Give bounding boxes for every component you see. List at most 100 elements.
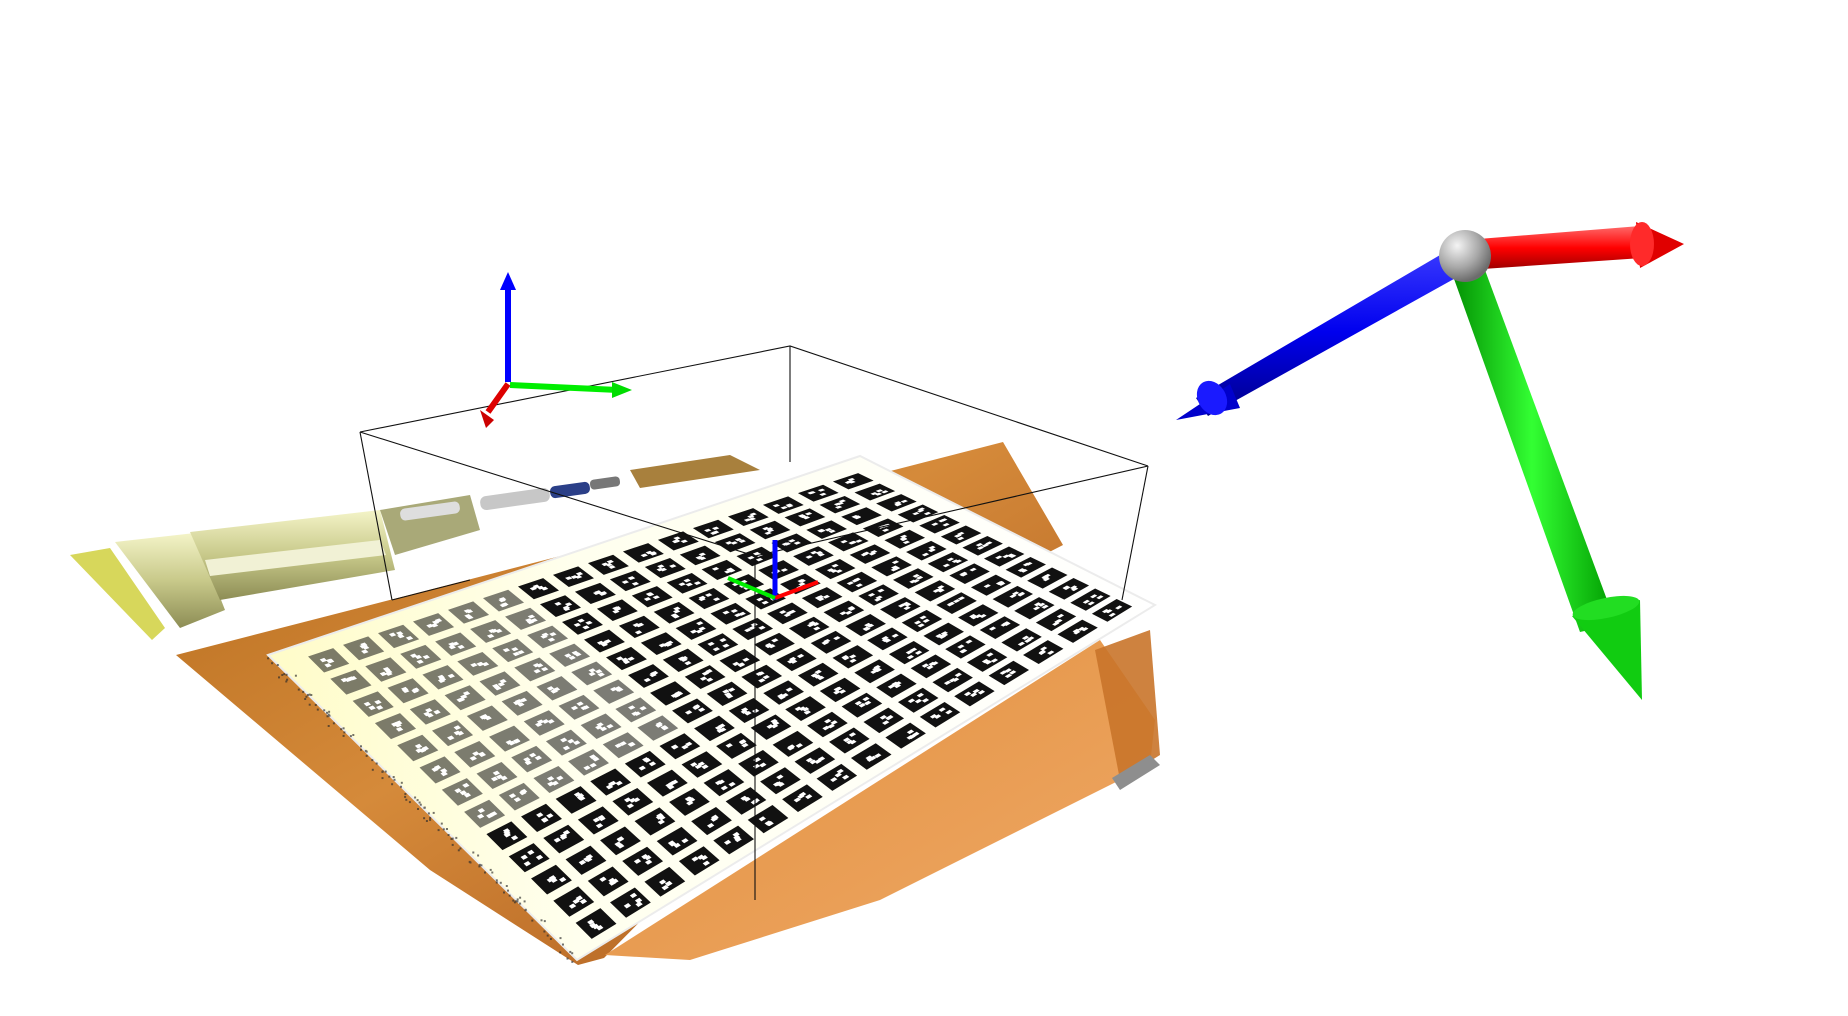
marker-cell: [805, 555, 813, 559]
marker-cell: [596, 640, 605, 645]
marker-cell: [976, 546, 985, 550]
marker-cell: [915, 575, 924, 580]
marker-cell: [822, 594, 830, 599]
marker-cell: [595, 823, 604, 829]
marker-cell: [809, 759, 817, 765]
aruco-marker: [615, 697, 657, 723]
marker-cell: [813, 626, 821, 631]
marker-cell: [649, 671, 658, 676]
marker-cell: [853, 515, 862, 520]
aruco-marker: [622, 543, 664, 563]
marker-cell: [1096, 595, 1104, 600]
marker-cell: [963, 691, 972, 697]
marker-cell: [595, 669, 603, 674]
marker-cell: [685, 582, 693, 587]
marker-cell: [324, 663, 332, 668]
marker-cell: [862, 696, 870, 702]
marker-cell: [644, 859, 653, 865]
marker-cell: [954, 559, 963, 564]
marker-cell: [874, 492, 883, 496]
aruco-marker: [793, 546, 834, 566]
marker-cell: [535, 854, 544, 860]
edge-speckle: [328, 714, 331, 717]
aruco-marker: [352, 691, 394, 717]
marker-cell: [970, 692, 978, 697]
marker-cell: [914, 698, 923, 704]
marker-cell: [882, 528, 890, 532]
marker-cell: [883, 638, 892, 643]
aruco-marker: [945, 635, 986, 659]
edge-speckle: [469, 861, 472, 864]
marker-cell: [629, 892, 638, 899]
aruco-calibration-board: [266, 454, 1158, 963]
marker-cell: [879, 715, 887, 720]
marker-cell: [912, 731, 920, 737]
marker-cell: [787, 659, 795, 664]
marker-cell: [670, 613, 678, 618]
marker-cell: [540, 817, 549, 823]
marker-cell: [564, 653, 572, 658]
marker-cell: [720, 785, 728, 791]
marker-cell: [678, 582, 686, 587]
marker-cell: [846, 581, 855, 586]
edge-speckle: [516, 898, 519, 901]
marker-cell: [747, 556, 755, 560]
edge-speckle: [440, 822, 443, 825]
marker-cell: [700, 855, 708, 861]
marker-cell: [599, 726, 608, 732]
marker-cell: [693, 581, 702, 585]
edge-speckle: [283, 673, 286, 676]
edge-speckle: [419, 803, 422, 806]
marker-cell: [698, 552, 706, 557]
marker-cell: [571, 650, 579, 655]
marker-cell: [977, 690, 986, 695]
aruco-marker: [624, 750, 666, 778]
marker-cell: [431, 620, 440, 625]
marker-cell: [1000, 622, 1008, 627]
aruco-marker: [678, 846, 720, 876]
marker-cell: [519, 697, 528, 703]
marker-cell: [501, 602, 509, 607]
marker-cell: [765, 821, 774, 827]
aruco-marker: [640, 632, 682, 656]
aruco-marker: [508, 843, 550, 873]
marker-cell: [975, 542, 984, 547]
marker-cell: [592, 817, 601, 823]
marker-cell: [849, 540, 857, 545]
marker-cell: [576, 793, 585, 799]
marker-cell: [785, 687, 793, 692]
marker-cell: [414, 743, 423, 749]
marker-cell: [681, 744, 689, 750]
marker-cell: [969, 567, 977, 572]
edge-speckle: [442, 828, 445, 831]
aruco-marker: [919, 702, 961, 728]
aruco-marker: [580, 713, 622, 739]
marker-cell: [908, 734, 916, 740]
marker-cell: [724, 692, 732, 697]
marker-cell: [762, 526, 770, 531]
marker-cell: [547, 719, 555, 724]
edge-speckle: [352, 734, 355, 736]
marker-cell: [756, 597, 764, 602]
marker-cell: [410, 653, 418, 658]
aruco-marker: [719, 648, 761, 673]
edge-speckle: [308, 703, 311, 706]
edge-speckle: [543, 930, 546, 933]
marker-cell: [732, 661, 740, 667]
marker-cell: [942, 522, 950, 527]
marker-cell: [897, 603, 906, 608]
marker-cell: [988, 626, 997, 631]
edge-speckle: [478, 863, 481, 866]
marker-cell: [583, 856, 591, 862]
marker-cell: [589, 754, 597, 760]
edge-speckle: [515, 900, 518, 903]
aruco-marker: [697, 633, 739, 657]
marker-cell: [681, 838, 689, 844]
marker-cell: [948, 677, 957, 683]
marker-cell: [816, 595, 824, 599]
edge-speckle: [571, 960, 574, 963]
marker-cell: [761, 600, 769, 605]
marker-cell: [718, 723, 726, 729]
